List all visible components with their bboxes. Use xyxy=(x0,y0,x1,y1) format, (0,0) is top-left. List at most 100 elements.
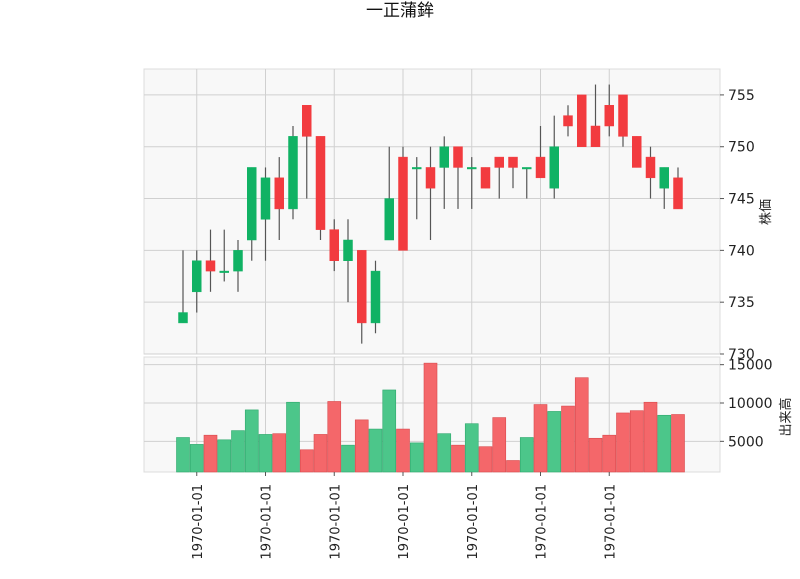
volume-tick-label: 10000 xyxy=(728,396,773,412)
volume-bar xyxy=(231,430,245,473)
date-tick-labels: 1970-01-01 1970-01-01 1970-01-01 1970-01-01… xyxy=(191,472,618,560)
volume-bar xyxy=(299,449,314,473)
candle-up xyxy=(247,167,257,241)
candle-down xyxy=(302,105,312,137)
candle-down xyxy=(604,105,614,127)
volume-bar xyxy=(561,405,575,473)
candle-down xyxy=(480,167,491,189)
candle-up xyxy=(522,167,532,170)
volume-bar xyxy=(437,433,452,473)
price-tick-label: 740 xyxy=(728,243,755,259)
volume-bar xyxy=(478,446,493,473)
candle-up xyxy=(412,167,422,170)
candle-up xyxy=(288,136,298,210)
volume-bar xyxy=(217,439,232,473)
volume-bar xyxy=(189,444,204,473)
volume-bar xyxy=(272,433,287,473)
candle-up xyxy=(370,270,381,324)
volume-tick-label: 5000 xyxy=(728,434,764,450)
price-tick-label: 745 xyxy=(728,192,755,208)
date-tick-label: 1970-01-01 xyxy=(397,484,412,560)
volume-bar xyxy=(657,414,672,473)
candle-down xyxy=(632,136,642,168)
candle-down xyxy=(590,125,601,147)
volume-bar xyxy=(588,437,603,473)
volume-bar xyxy=(341,444,355,473)
candle-up xyxy=(384,198,394,241)
volume-bar xyxy=(547,411,562,473)
volume-bar xyxy=(176,437,190,473)
candle-down xyxy=(618,94,628,137)
date-tick-label: 1970-01-01 xyxy=(603,484,618,560)
volume-bar xyxy=(506,460,520,473)
volume-bar xyxy=(643,401,658,473)
candle-down xyxy=(425,167,436,189)
candle-up xyxy=(260,177,271,220)
chart-title: 一正蒲鉾 xyxy=(366,1,434,21)
candle-up xyxy=(192,260,202,293)
volume-bar xyxy=(354,419,369,473)
candle-up xyxy=(467,167,477,170)
candle-down xyxy=(274,177,284,210)
candle-bodies xyxy=(178,94,683,324)
candle-down xyxy=(329,229,339,261)
volume-bar xyxy=(313,434,328,473)
candle-down xyxy=(563,115,573,127)
volume-bar xyxy=(616,412,630,473)
volume-bar xyxy=(464,423,479,473)
date-tick-label: 1970-01-01 xyxy=(260,484,275,560)
candle-up xyxy=(233,250,243,272)
volume-bar xyxy=(327,401,342,473)
volume-bar xyxy=(396,428,410,473)
volume-bar xyxy=(492,417,507,473)
volume-bar xyxy=(629,410,644,473)
candle-down xyxy=(508,156,518,168)
volume-bar xyxy=(382,389,397,473)
candle-up xyxy=(439,146,449,168)
candle-up xyxy=(219,270,229,273)
candle-down xyxy=(453,146,463,168)
volume-bar xyxy=(451,444,465,473)
candle-down xyxy=(357,250,367,324)
price-axis-label: 株価 xyxy=(759,199,774,225)
candle-down xyxy=(315,136,326,230)
volume-tick-label: 15000 xyxy=(728,358,773,374)
volume-bar xyxy=(244,409,259,473)
date-tick-label: 1970-01-01 xyxy=(535,484,550,560)
volume-bar xyxy=(409,442,424,473)
candle-down xyxy=(673,177,683,210)
volume-bar xyxy=(258,434,273,473)
volume-axis-label: 出来高 xyxy=(778,397,794,436)
volume-bar xyxy=(574,377,589,473)
candle-down xyxy=(205,260,216,272)
price-tick-label: 755 xyxy=(728,88,755,104)
volume-bar xyxy=(203,434,218,473)
price-panel-background xyxy=(143,68,721,355)
candle-up xyxy=(343,239,353,261)
candle-down xyxy=(577,94,587,147)
candle-up xyxy=(178,312,188,324)
candle-up xyxy=(659,167,669,189)
volume-tick-labels: 5000 10000 15000 xyxy=(720,358,773,450)
candle-down xyxy=(494,156,504,168)
price-tick-label: 730 xyxy=(728,347,755,363)
volume-bar xyxy=(519,437,534,473)
volume-bar xyxy=(286,401,300,473)
volume-bar xyxy=(423,362,438,473)
candle-down xyxy=(645,156,656,179)
price-tick-label: 735 xyxy=(728,295,755,311)
price-tick-label: 750 xyxy=(728,140,755,156)
candle-down xyxy=(398,156,408,251)
candle-down xyxy=(535,156,546,179)
candle-up xyxy=(549,146,559,189)
date-tick-label: 1970-01-01 xyxy=(328,484,343,560)
volume-bar xyxy=(602,434,617,473)
date-tick-label: 1970-01-01 xyxy=(191,484,206,560)
volume-bar xyxy=(533,404,548,473)
price-tick-labels: 730 735 740 745 750 755 xyxy=(720,88,755,363)
volume-bar xyxy=(671,414,685,473)
volume-bar xyxy=(368,428,383,473)
volume-bars xyxy=(176,362,685,473)
